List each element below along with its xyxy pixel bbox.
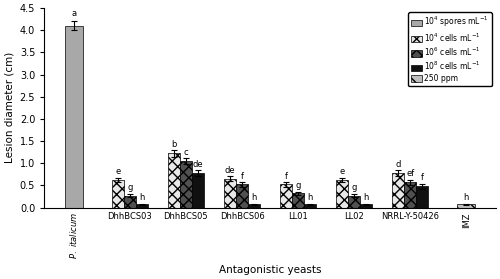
Text: de: de bbox=[192, 160, 203, 169]
Bar bbox=[65, 26, 83, 208]
Text: h: h bbox=[364, 193, 369, 202]
Bar bbox=[248, 205, 260, 208]
Text: e: e bbox=[115, 167, 120, 177]
Y-axis label: Lesion diameter (cm): Lesion diameter (cm) bbox=[4, 52, 14, 163]
Bar bbox=[458, 205, 475, 208]
Bar bbox=[236, 184, 248, 208]
Bar bbox=[348, 196, 360, 208]
Text: h: h bbox=[252, 193, 256, 202]
Text: b: b bbox=[171, 140, 176, 149]
Text: h: h bbox=[308, 193, 313, 202]
Text: f: f bbox=[240, 172, 244, 181]
Text: g: g bbox=[352, 184, 357, 193]
Bar bbox=[224, 179, 236, 208]
Bar bbox=[124, 196, 136, 208]
X-axis label: Antagonistic yeasts: Antagonistic yeasts bbox=[219, 265, 322, 275]
Bar bbox=[168, 153, 180, 208]
Bar bbox=[280, 184, 292, 208]
Text: f: f bbox=[420, 173, 424, 182]
Bar bbox=[416, 186, 428, 208]
Text: f: f bbox=[284, 172, 288, 181]
Text: de: de bbox=[224, 166, 235, 175]
Bar bbox=[136, 205, 148, 208]
Bar bbox=[360, 205, 372, 208]
Text: e: e bbox=[340, 167, 345, 177]
Bar bbox=[404, 182, 416, 208]
Bar bbox=[112, 180, 124, 208]
Bar bbox=[392, 173, 404, 208]
Bar bbox=[336, 180, 348, 208]
Text: h: h bbox=[139, 193, 144, 202]
Text: ef: ef bbox=[406, 169, 414, 178]
Text: g: g bbox=[296, 181, 301, 190]
Text: c: c bbox=[184, 148, 188, 157]
Text: g: g bbox=[127, 184, 132, 193]
Bar bbox=[292, 193, 304, 208]
Text: a: a bbox=[71, 9, 76, 18]
Bar bbox=[192, 173, 204, 208]
Text: d: d bbox=[396, 160, 401, 169]
Legend: 10$^4$ spores mL$^{-1}$, 10$^4$ cells mL$^{-1}$, 10$^6$ cells mL$^{-1}$, 10$^8$ : 10$^4$ spores mL$^{-1}$, 10$^4$ cells mL… bbox=[408, 12, 492, 86]
Text: h: h bbox=[464, 193, 469, 202]
Bar bbox=[304, 205, 316, 208]
Bar bbox=[180, 161, 192, 208]
